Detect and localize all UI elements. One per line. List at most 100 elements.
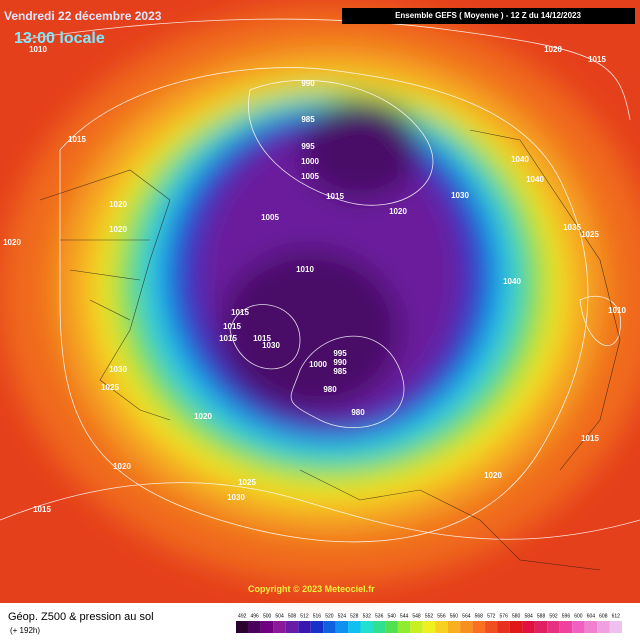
legend-label: 548 xyxy=(412,613,421,619)
legend-swatch xyxy=(323,621,336,633)
isobar-label: 990 xyxy=(301,79,315,88)
copyright: Copyright © 2023 Meteociel.fr xyxy=(248,584,375,594)
run-info: Ensemble GEFS ( Moyenne ) - 12 Z du 14/1… xyxy=(395,11,581,20)
legend-label: 588 xyxy=(537,613,546,619)
isobar-label: 1020 xyxy=(194,412,212,421)
isobar-label: 1015 xyxy=(231,308,249,317)
isobar-label: 1010 xyxy=(608,306,626,315)
isobar-label: 1020 xyxy=(484,471,502,480)
legend-label: 584 xyxy=(524,613,533,619)
legend-label: 564 xyxy=(462,613,471,619)
isobar-labels: 1010 1020 1015 990 985 995 1000 1005 1015 1040 104… xyxy=(3,45,626,514)
isobar-label: 1035 xyxy=(563,223,581,232)
legend-label: 536 xyxy=(375,613,384,619)
lead-time: (+ 192h) xyxy=(10,626,40,635)
legend-swatch xyxy=(422,621,436,633)
isobar-label: 1015 xyxy=(223,322,241,331)
legend-label: 496 xyxy=(251,613,260,619)
legend-swatch xyxy=(360,621,373,633)
legend-swatch xyxy=(522,621,535,633)
legend-label: 528 xyxy=(350,613,359,619)
legend-label: 580 xyxy=(512,613,521,619)
isobar-label: 1025 xyxy=(581,230,599,239)
legend-swatch xyxy=(497,621,510,633)
legend-label: 600 xyxy=(574,613,583,619)
isobar-label: 1020 xyxy=(389,207,407,216)
legend-swatch xyxy=(609,621,622,633)
legend-label: 516 xyxy=(313,613,322,619)
isobar-label: 1020 xyxy=(3,238,21,247)
isobar-label: 1025 xyxy=(238,478,256,487)
legend-label: 532 xyxy=(363,613,372,619)
isobar-label: 1015 xyxy=(588,55,606,64)
isobar-label: 1025 xyxy=(101,383,119,392)
isobar-label: 1020 xyxy=(544,45,562,54)
legend-swatch xyxy=(509,621,523,633)
legend-swatch xyxy=(460,621,473,633)
isobar-label: 1030 xyxy=(109,365,127,374)
legend-swatch xyxy=(285,621,299,633)
legend-swatch xyxy=(485,621,498,633)
legend-swatch xyxy=(372,621,386,633)
legend-label: 512 xyxy=(300,613,309,619)
legend-swatch xyxy=(385,621,398,633)
isobar-label: 1020 xyxy=(109,225,127,234)
isobar-label: 1020 xyxy=(109,200,127,209)
legend-label: 508 xyxy=(288,613,297,619)
isobar-label: 1030 xyxy=(227,493,245,502)
legend-label: 504 xyxy=(275,613,284,619)
isobar-label: 1000 xyxy=(301,157,319,166)
legend-label: 596 xyxy=(562,613,571,619)
isobar-label: 1040 xyxy=(526,175,544,184)
isobar-label: 1015 xyxy=(68,135,86,144)
legend-swatch xyxy=(236,621,249,633)
legend-label: 544 xyxy=(400,613,409,619)
legend-swatch xyxy=(472,621,486,633)
isobar-label: 1030 xyxy=(262,341,280,350)
legend-label: 604 xyxy=(587,613,596,619)
isobar-label: 1040 xyxy=(511,155,529,164)
time: 13:00 locale xyxy=(14,30,105,47)
legend-swatch xyxy=(559,621,573,633)
legend-swatch xyxy=(584,621,598,633)
legend: 492 496 500 504 508 512 516 520 524 528 532 536 540 5… xyxy=(236,613,622,633)
isobar-label: 1015 xyxy=(33,505,51,514)
legend-swatch xyxy=(534,621,548,633)
isobar-label: 985 xyxy=(301,115,315,124)
legend-swatch xyxy=(410,621,423,633)
legend-label: 524 xyxy=(338,613,347,619)
legend-label: 572 xyxy=(487,613,496,619)
isobar-label: 1015 xyxy=(581,434,599,443)
legend-label: 552 xyxy=(425,613,434,619)
legend-label: 568 xyxy=(475,613,484,619)
isobar-label: 1015 xyxy=(326,192,344,201)
isobar-label: 995 xyxy=(301,142,315,151)
isobar-label: 1015 xyxy=(219,334,237,343)
isobar-label: 1005 xyxy=(301,172,319,181)
legend-swatch xyxy=(397,621,411,633)
isobar-label: 1020 xyxy=(113,462,131,471)
isobar-label: 980 xyxy=(351,408,365,417)
legend-swatch xyxy=(447,621,461,633)
legend-swatch xyxy=(435,621,448,633)
legend-swatch xyxy=(310,621,324,633)
legend-label: 520 xyxy=(325,613,334,619)
map: Ensemble GEFS ( Moyenne ) - 12 Z du 14/1… xyxy=(0,0,640,603)
legend-swatch xyxy=(260,621,274,633)
date: Vendredi 22 décembre 2023 xyxy=(4,9,162,23)
legend-swatch xyxy=(547,621,560,633)
legend-swatch xyxy=(273,621,286,633)
legend-swatch xyxy=(248,621,261,633)
legend-label: 576 xyxy=(500,613,509,619)
isobar-label: 980 xyxy=(323,385,337,394)
legend-label: 540 xyxy=(387,613,396,619)
legend-swatch xyxy=(348,621,361,633)
legend-label: 560 xyxy=(450,613,459,619)
legend-swatch xyxy=(572,621,585,633)
isobar-label: 985 xyxy=(333,367,347,376)
legend-label: 556 xyxy=(437,613,446,619)
legend-label: 608 xyxy=(599,613,608,619)
isobar-label: 1010 xyxy=(29,45,47,54)
isobar-label: 1000 xyxy=(309,360,327,369)
